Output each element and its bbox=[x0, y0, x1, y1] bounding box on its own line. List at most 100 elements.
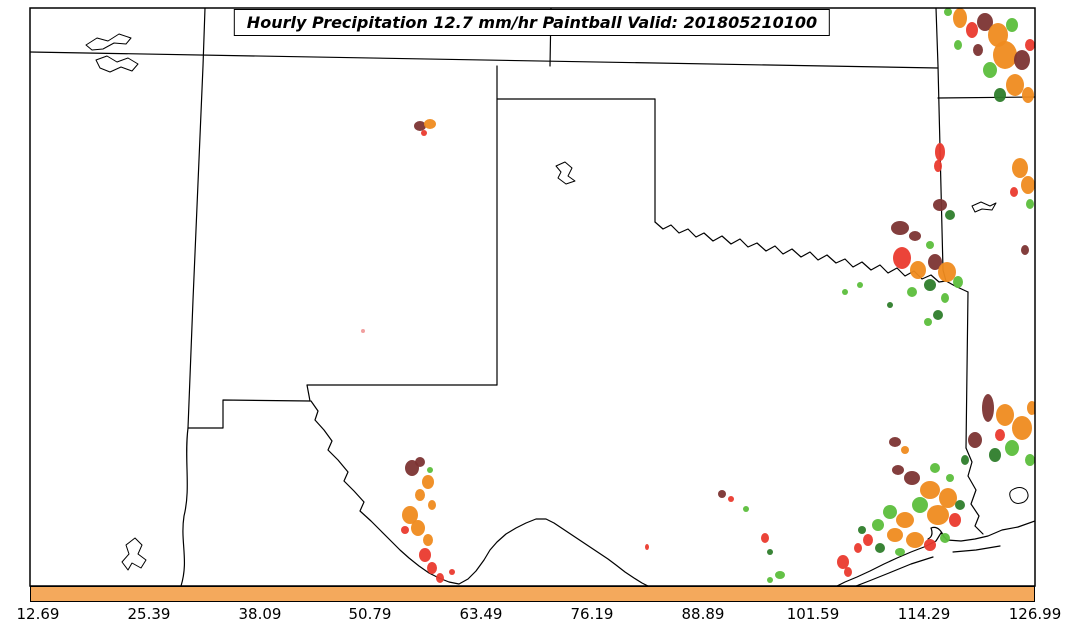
precip-blob-orange bbox=[1012, 158, 1028, 178]
lake-mexico bbox=[121, 537, 147, 571]
rio-grande bbox=[310, 400, 649, 586]
precip-blob-maroon bbox=[718, 490, 726, 498]
precip-blob-dark_green bbox=[875, 543, 885, 553]
precip-blob-maroon bbox=[933, 199, 947, 211]
precip-blob-green bbox=[872, 519, 884, 531]
precip-blob-dark_green bbox=[945, 210, 955, 220]
precip-blob-red bbox=[1025, 39, 1035, 51]
border-37n-parallel bbox=[30, 51, 939, 69]
lake-powell-upper bbox=[85, 33, 132, 51]
precip-blob-green bbox=[930, 463, 940, 473]
precip-blob-orange bbox=[910, 261, 926, 279]
lakes bbox=[85, 33, 1029, 571]
precip-blob-dark_green bbox=[858, 526, 866, 534]
lake-calcasieu bbox=[1009, 487, 1029, 504]
precip-blob-red bbox=[837, 555, 849, 569]
colorbar bbox=[30, 586, 1035, 602]
precip-blob-green bbox=[842, 289, 848, 295]
precip-blob-orange bbox=[906, 532, 924, 548]
precip-blob-maroon bbox=[904, 471, 920, 485]
precip-blob-orange bbox=[1012, 416, 1032, 440]
precip-blob-orange bbox=[887, 528, 903, 542]
precip-blob-green bbox=[926, 241, 934, 249]
precip-blob-green bbox=[767, 577, 773, 583]
precip-blob-green bbox=[1006, 18, 1018, 32]
state-borders bbox=[30, 8, 1035, 586]
precipitation-paintball-layer bbox=[361, 8, 1035, 583]
gulf-coastline bbox=[836, 520, 1035, 586]
precip-blob-red bbox=[935, 143, 945, 161]
colorbar-tick-1: 25.39 bbox=[127, 605, 171, 623]
barrier-island-2 bbox=[855, 556, 934, 586]
lake-powell-lower bbox=[95, 55, 139, 73]
precip-blob-green bbox=[743, 506, 749, 512]
precip-blob-orange bbox=[424, 119, 436, 129]
precip-blob-green bbox=[1005, 440, 1019, 456]
precip-blob-maroon bbox=[889, 437, 901, 447]
precip-blob-green bbox=[946, 474, 954, 482]
precip-blob-red bbox=[1010, 187, 1018, 197]
colorbar-tick-3: 50.79 bbox=[348, 605, 392, 623]
border-nm-tx-32n bbox=[306, 384, 498, 402]
colorbar-tick-7: 101.59 bbox=[786, 605, 840, 623]
precip-blob-orange bbox=[1027, 401, 1035, 415]
precip-blob-red bbox=[449, 569, 455, 575]
precip-blob-orange bbox=[1006, 74, 1024, 96]
precip-blob-dark_green bbox=[924, 279, 936, 291]
precip-blob-pink bbox=[361, 329, 365, 333]
precip-blob-red bbox=[854, 543, 862, 553]
precip-blob-maroon bbox=[977, 13, 993, 31]
colorbar-tick-5: 76.19 bbox=[570, 605, 614, 623]
precip-blob-green bbox=[895, 548, 905, 556]
precip-blob-red bbox=[419, 548, 431, 562]
precip-blob-orange bbox=[402, 506, 418, 524]
precip-blob-dark_green bbox=[994, 88, 1006, 102]
precip-blob-maroon bbox=[968, 432, 982, 448]
precip-blob-green bbox=[1025, 454, 1035, 466]
precip-blob-red bbox=[645, 544, 649, 550]
precip-blob-maroon bbox=[928, 254, 942, 270]
precip-blob-orange bbox=[422, 475, 434, 489]
precip-blob-green bbox=[1026, 199, 1034, 209]
precip-blob-orange bbox=[927, 505, 949, 525]
precip-blob-maroon bbox=[1021, 245, 1029, 255]
colorbar-tick-8: 114.29 bbox=[897, 605, 951, 623]
galveston-bay bbox=[927, 526, 945, 540]
precip-blob-red bbox=[924, 539, 936, 551]
precip-blob-orange bbox=[428, 500, 436, 510]
barrier-island-1 bbox=[952, 545, 1001, 553]
precip-blob-green bbox=[857, 282, 863, 288]
border-mo-ar-365n bbox=[937, 96, 1035, 99]
precip-blob-red bbox=[421, 130, 427, 136]
border-sabine-river bbox=[965, 447, 984, 535]
precip-blob-red bbox=[995, 429, 1005, 441]
precip-blob-red bbox=[728, 496, 734, 502]
precip-blob-orange bbox=[920, 481, 940, 499]
precip-blob-green bbox=[912, 497, 928, 513]
colorbar-tick-4: 63.49 bbox=[459, 605, 503, 623]
precip-blob-dark_green bbox=[767, 549, 773, 555]
precip-blob-dark_green bbox=[933, 310, 943, 320]
precip-blob-maroon bbox=[891, 221, 909, 235]
border-nm-south-bootheel bbox=[187, 399, 311, 429]
precip-blob-red bbox=[761, 533, 769, 543]
precip-blob-red bbox=[893, 247, 911, 269]
precip-blob-maroon bbox=[414, 121, 426, 131]
precip-blob-dark_green bbox=[955, 500, 965, 510]
precip-blob-maroon bbox=[1014, 50, 1030, 70]
precip-blob-maroon bbox=[982, 394, 994, 422]
precip-blob-orange bbox=[993, 41, 1017, 69]
precip-blob-green bbox=[954, 40, 962, 50]
precip-blob-maroon bbox=[973, 44, 983, 56]
precip-blob-orange bbox=[996, 404, 1014, 426]
precip-blob-dark_green bbox=[887, 302, 893, 308]
precip-blob-orange bbox=[411, 520, 425, 536]
precip-blob-red bbox=[863, 534, 873, 546]
colorbar-tick-0: 12.69 bbox=[16, 605, 60, 623]
border-red-river bbox=[654, 221, 969, 293]
border-109w-meridian bbox=[187, 8, 206, 429]
precip-blob-green bbox=[983, 62, 997, 78]
precip-blob-red bbox=[934, 160, 942, 172]
